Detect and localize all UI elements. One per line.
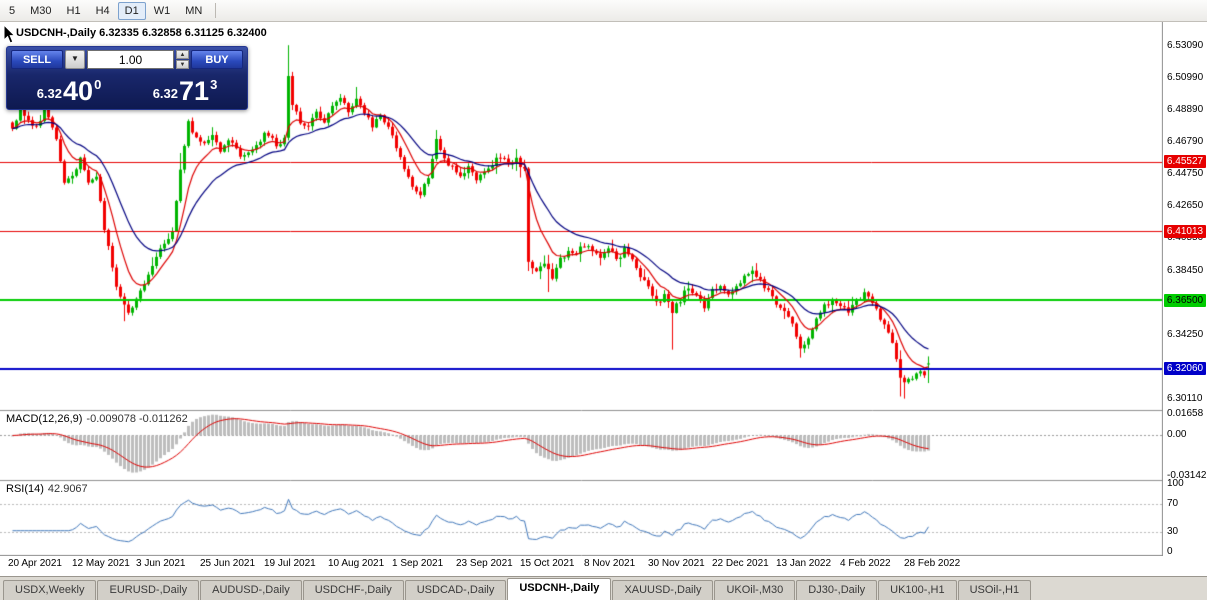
date-axis-label: 22 Dec 2021 <box>712 558 769 569</box>
sell-price-point: 0 <box>94 77 102 92</box>
rsi-axis-label: 100 <box>1167 478 1184 489</box>
buy-price-base: 6.32 <box>152 86 179 101</box>
date-axis-label: 28 Feb 2022 <box>904 558 961 569</box>
volume-input[interactable] <box>87 50 174 69</box>
chevron-down-icon: ▼ <box>71 54 79 63</box>
timeframe-button-5[interactable]: 5 <box>2 2 22 20</box>
tab-usdchf-daily[interactable]: USDCHF-,Daily <box>302 580 404 600</box>
buy-price-point: 3 <box>210 77 218 92</box>
date-axis-label: 20 Apr 2021 <box>8 558 62 569</box>
date-axis-label: 4 Feb 2022 <box>840 558 891 569</box>
timeframe-button-h1[interactable]: H1 <box>60 2 88 20</box>
macd-axis-label: 0.01658 <box>1167 408 1204 420</box>
sell-price-base: 6.32 <box>36 86 63 101</box>
macd-name: MACD(12,26,9) <box>6 413 83 425</box>
price-line-badge: 6.45527 <box>1164 155 1206 169</box>
toolbar-separator <box>215 3 217 18</box>
tab-dj30-daily[interactable]: DJ30-,Daily <box>796 580 878 600</box>
rsi-axis-label: 0 <box>1167 546 1173 557</box>
buy-price-pips: 71 <box>179 76 210 106</box>
date-axis-label: 30 Nov 2021 <box>648 558 705 569</box>
buy-button[interactable]: BUY <box>191 50 243 69</box>
price-axis-label: 6.34250 <box>1167 329 1204 341</box>
rsi-axis-label: 30 <box>1167 525 1179 537</box>
price-axis-label: 6.53090 <box>1167 39 1204 51</box>
timeframe-button-d1[interactable]: D1 <box>117 1 146 20</box>
sell-button[interactable]: SELL <box>11 50 63 69</box>
tab-ukoil-m30[interactable]: UKOil-,M30 <box>714 580 796 600</box>
rsi-value: 42.9067 <box>47 483 88 495</box>
chart-symbol-label: USDCNH-,Daily <box>16 27 97 39</box>
date-axis-label: 1 Sep 2021 <box>392 558 444 569</box>
date-axis-label: 12 May 2021 <box>72 558 130 569</box>
date-axis-label: 19 Jul 2021 <box>264 558 316 569</box>
price-axis-label: 6.46790 <box>1167 136 1204 148</box>
timeframe-toolbar: 5 M30 H1 H4 D1 W1 MN <box>0 0 1207 22</box>
date-axis-label: 15 Oct 2021 <box>520 558 575 569</box>
tab-audusd-daily[interactable]: AUDUSD-,Daily <box>200 580 302 600</box>
price-axis-label: 6.44750 <box>1167 167 1204 179</box>
tab-eurusd-daily[interactable]: EURUSD-,Daily <box>97 580 200 600</box>
sell-price[interactable]: 6.32 40 0 <box>11 69 127 107</box>
sell-price-pips: 40 <box>63 76 94 106</box>
price-axis-label: 6.48890 <box>1167 104 1204 116</box>
price-axis-label: 6.50990 <box>1167 71 1204 83</box>
timeframe-button-h4[interactable]: H4 <box>89 2 117 20</box>
macd-indicator-label: MACD(12,26,9) -0.009078 -0.011262 <box>6 413 188 425</box>
mouse-cursor-icon <box>3 24 16 44</box>
date-axis-label: 23 Sep 2021 <box>456 558 513 569</box>
macd-values: -0.009078 -0.011262 <box>86 413 188 425</box>
volume-dropdown-button[interactable]: ▼ <box>65 50 85 69</box>
tab-usdcad-daily[interactable]: USDCAD-,Daily <box>404 580 507 600</box>
price-line-badge: 6.41013 <box>1164 224 1206 238</box>
macd-axis-label: -0.03142 <box>1167 470 1207 481</box>
date-axis-label: 8 Nov 2021 <box>584 558 636 569</box>
date-axis-label: 25 Jun 2021 <box>200 558 256 569</box>
price-axis-label: 6.40550 <box>1167 232 1204 244</box>
rsi-indicator-label: RSI(14) 42.9067 <box>6 483 88 495</box>
tab-usdcnh-daily[interactable]: USDCNH-,Daily <box>507 578 612 600</box>
date-axis-label: 13 Jan 2022 <box>776 558 832 569</box>
rsi-axis-label: 70 <box>1167 498 1179 510</box>
chart-canvas[interactable] <box>0 22 1163 556</box>
volume-increase-button[interactable]: ▲ <box>176 50 189 59</box>
date-axis-label: 3 Jun 2021 <box>136 558 186 569</box>
price-axis-label: 6.38450 <box>1167 264 1204 276</box>
date-axis-label: 10 Aug 2021 <box>328 558 385 569</box>
volume-stepper: ▲ ▼ <box>176 50 189 69</box>
tab-uk100-h1[interactable]: UK100-,H1 <box>878 580 957 600</box>
price-axis-label: 6.30110 <box>1167 392 1203 404</box>
rsi-name: RSI(14) <box>6 483 44 495</box>
chart-ohlc-values: 6.32335 6.32858 6.31125 6.32400 <box>99 27 267 39</box>
tab-usdx-weekly[interactable]: USDX,Weekly <box>3 580 97 600</box>
timeframe-button-m30[interactable]: M30 <box>23 2 58 20</box>
timeframe-button-w1[interactable]: W1 <box>147 2 178 20</box>
price-line-badge: 6.32060 <box>1164 362 1206 376</box>
buy-price[interactable]: 6.32 71 3 <box>127 69 243 107</box>
chart-tabs-bar: USDX,Weekly EURUSD-,Daily AUDUSD-,Daily USD… <box>0 576 1207 600</box>
tab-xauusd-daily[interactable]: XAUUSD-,Daily <box>612 580 714 600</box>
macd-axis-label: 0.00 <box>1167 429 1187 441</box>
volume-decrease-button[interactable]: ▼ <box>176 60 189 69</box>
tab-usoil-h1[interactable]: USOil-,H1 <box>957 580 1032 600</box>
timeframe-button-mn[interactable]: MN <box>178 2 209 20</box>
price-axis-label: 6.42650 <box>1167 200 1204 212</box>
chart-title: USDCNH-,Daily 6.32335 6.32858 6.31125 6.… <box>16 27 267 39</box>
price-line-badge: 6.36500 <box>1164 293 1206 307</box>
